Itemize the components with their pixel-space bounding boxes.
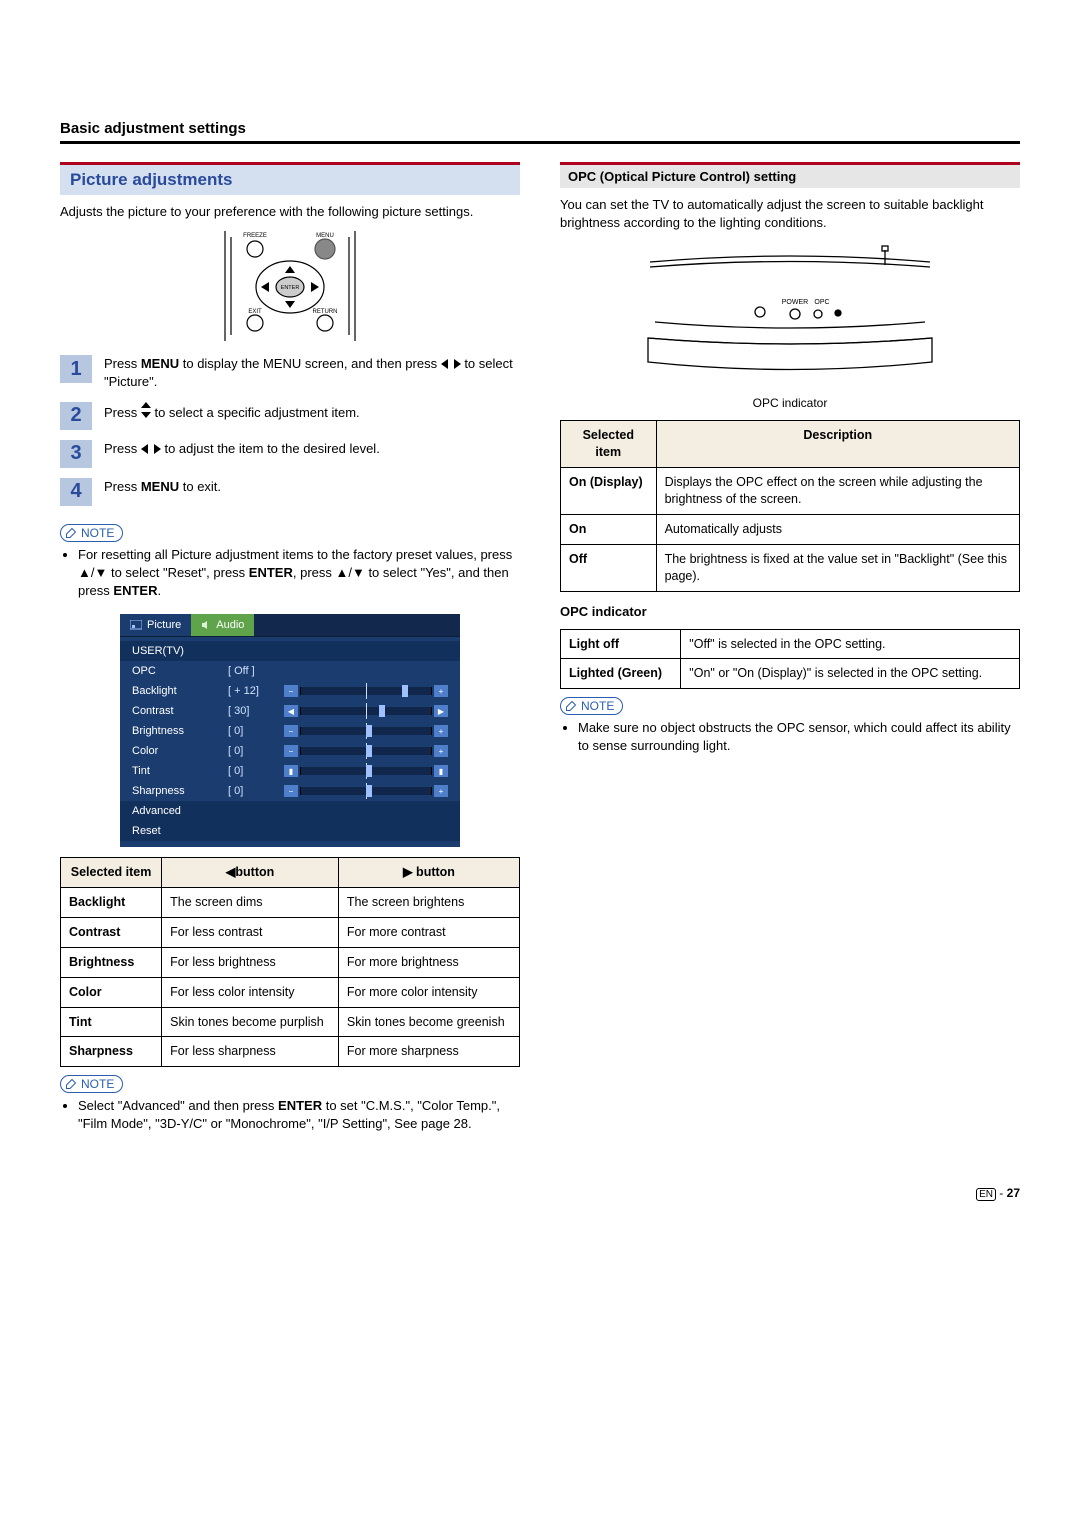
opc-heading: OPC (Optical Picture Control) setting [560,162,1020,188]
opc-indicator-caption: OPC indicator [753,396,828,410]
page-number: EN - 27 [60,1186,1020,1200]
divider [60,141,1020,144]
note-badge: NOTE [60,1075,123,1093]
step-number: 3 [60,440,92,468]
col-right-button: ▶ button [338,858,519,888]
opc-setting-table: Selected item Description On (Display)Di… [560,420,1020,591]
step-3: 3 Press to adjust the item to the desired… [60,440,520,468]
svg-text:FREEZE: FREEZE [243,233,267,239]
table-row: TintSkin tones become purplishSkin tones… [61,1007,520,1037]
table-row: SharpnessFor less sharpnessFor more shar… [61,1037,520,1067]
osd-tab-picture: Picture [120,614,191,636]
table-row: OnAutomatically adjusts [561,514,1020,544]
table-row: On (Display)Displays the OPC effect on t… [561,468,1020,515]
step-number: 1 [60,355,92,383]
right-column: OPC (Optical Picture Control) setting Yo… [560,162,1020,1146]
tv-diagram: POWER OPC OPC indicator [560,242,1020,410]
osd-row: Color[ 0]−+ [120,741,460,761]
table-row: Light off"Off" is selected in the OPC se… [561,629,1020,659]
note-badge: NOTE [60,524,123,542]
osd-row: Tint[ 0]▮▮ [120,761,460,781]
step-text: Press to select a specific adjustment it… [104,402,520,422]
section-title: Basic adjustment settings [60,120,1020,137]
step-text: Press to adjust the item to the desired … [104,440,520,458]
col-selected: Selected item [561,421,657,468]
table-row: OffThe brightness is fixed at the value … [561,544,1020,591]
col-left-button: ◀button [162,858,339,888]
adjustment-table: Selected item ◀button ▶ button Backlight… [60,857,520,1067]
left-column: Picture adjustments Adjusts the picture … [60,162,520,1146]
osd-row: OPC[ Off ] [120,661,460,681]
intro-text: Adjusts the picture to your preference w… [60,203,520,221]
svg-text:MENU: MENU [316,233,334,239]
info-icon [65,1078,77,1090]
svg-text:POWER: POWER [782,299,808,306]
opc-indicator-head: OPC indicator [560,604,1020,619]
table-row: Lighted (Green)"On" or "On (Display)" is… [561,659,1020,689]
osd-tab-audio: Audio [191,614,254,636]
svg-text:ENTER: ENTER [281,285,300,291]
step-1: 1 Press MENU to display the MENU screen, … [60,355,520,391]
note-text: For resetting all Picture adjustment ite… [78,546,520,601]
picture-icon [130,620,142,630]
osd-user: USER(TV) [132,645,220,657]
osd-picture-menu: Picture Audio USER(TV) OPC[ Off ]Backlig… [120,614,460,847]
table-row: BacklightThe screen dimsThe screen brigh… [61,888,520,918]
info-icon [65,527,77,539]
table-row: ContrastFor less contrastFor more contra… [61,917,520,947]
svg-text:OPC: OPC [814,299,829,306]
opc-indicator-table: Light off"Off" is selected in the OPC se… [560,629,1020,690]
osd-row: Brightness[ 0]−+ [120,721,460,741]
step-2: 2 Press to select a specific adjustment i… [60,402,520,430]
col-selected: Selected item [61,858,162,888]
osd-row: Contrast[ 30]◀▶ [120,701,460,721]
svg-text:EXIT: EXIT [248,309,262,315]
step-number: 4 [60,478,92,506]
note-text: Select "Advanced" and then press ENTER t… [78,1097,520,1133]
step-text: Press MENU to display the MENU screen, a… [104,355,520,391]
svg-text:RETURN: RETURN [313,309,338,315]
osd-row: Backlight[ + 12]−+ [120,681,460,701]
step-4: 4 Press MENU to exit. [60,478,520,506]
remote-diagram: FREEZE MENU EXIT RETURN ENTER [60,231,520,341]
note-text: Make sure no object obstructs the OPC se… [578,719,1020,755]
table-row: ColorFor less color intensityFor more co… [61,977,520,1007]
audio-icon [201,620,211,630]
opc-intro: You can set the TV to automatically adju… [560,196,1020,232]
table-row: BrightnessFor less brightnessFor more br… [61,947,520,977]
osd-reset: Reset [132,825,220,837]
osd-row: Sharpness[ 0]−+ [120,781,460,801]
col-description: Description [656,421,1019,468]
info-icon [565,700,577,712]
step-text: Press MENU to exit. [104,478,520,496]
osd-advanced: Advanced [132,805,220,817]
picture-adjustments-heading: Picture adjustments [60,162,520,195]
note-badge: NOTE [560,697,623,715]
step-number: 2 [60,402,92,430]
